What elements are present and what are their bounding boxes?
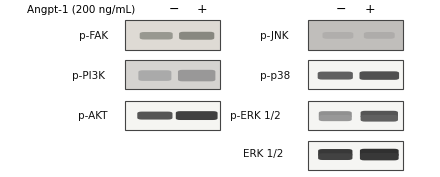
FancyBboxPatch shape [179, 32, 214, 40]
Text: p-PI3K: p-PI3K [72, 71, 105, 81]
FancyBboxPatch shape [364, 32, 395, 39]
FancyBboxPatch shape [323, 32, 353, 39]
FancyBboxPatch shape [318, 153, 352, 160]
FancyBboxPatch shape [359, 71, 399, 80]
Text: p-p38: p-p38 [260, 71, 290, 81]
FancyBboxPatch shape [138, 70, 171, 81]
FancyBboxPatch shape [308, 101, 403, 130]
FancyBboxPatch shape [176, 111, 218, 120]
FancyBboxPatch shape [319, 115, 352, 121]
Text: p-JNK: p-JNK [260, 31, 288, 41]
FancyBboxPatch shape [139, 32, 172, 39]
FancyBboxPatch shape [361, 111, 398, 118]
Text: ERK 1/2: ERK 1/2 [243, 149, 284, 159]
FancyBboxPatch shape [318, 72, 353, 80]
FancyBboxPatch shape [360, 153, 399, 160]
FancyBboxPatch shape [125, 101, 220, 130]
Text: p-FAK: p-FAK [79, 31, 108, 41]
Text: +: + [196, 3, 207, 16]
FancyBboxPatch shape [319, 111, 352, 118]
FancyBboxPatch shape [360, 149, 399, 157]
Text: Angpt-1 (200 ng/mL): Angpt-1 (200 ng/mL) [27, 5, 136, 15]
Text: p-ERK 1/2: p-ERK 1/2 [230, 111, 281, 121]
FancyBboxPatch shape [137, 112, 172, 120]
FancyBboxPatch shape [308, 60, 403, 89]
Text: +: + [364, 3, 375, 16]
FancyBboxPatch shape [125, 60, 220, 89]
FancyBboxPatch shape [361, 115, 398, 122]
FancyBboxPatch shape [318, 149, 352, 156]
FancyBboxPatch shape [125, 20, 220, 50]
Text: −: − [169, 3, 179, 16]
FancyBboxPatch shape [178, 70, 216, 81]
Text: p-AKT: p-AKT [78, 111, 108, 121]
Text: −: − [336, 3, 346, 16]
FancyBboxPatch shape [308, 141, 403, 170]
FancyBboxPatch shape [308, 20, 403, 50]
